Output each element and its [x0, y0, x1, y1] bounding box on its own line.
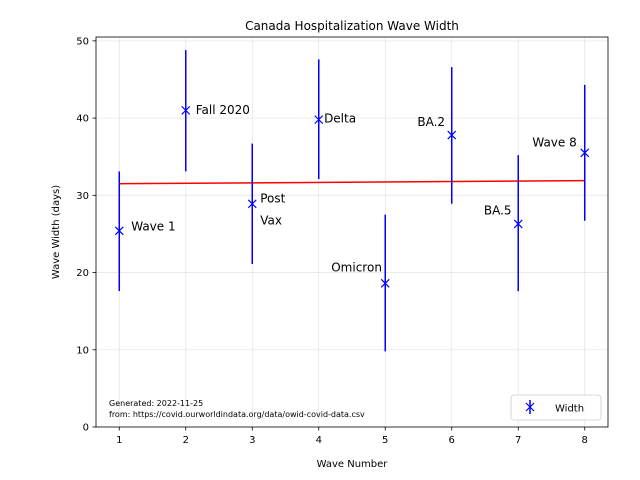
footer-generated: Generated: 2022-11-25 — [109, 399, 203, 408]
wave-annotation: Post — [260, 192, 285, 206]
data-point — [380, 278, 390, 288]
footer-source: from: https://covid.ourworldindata.org/d… — [109, 410, 365, 419]
trend-line-group — [119, 179, 585, 185]
x-tick-label: 6 — [449, 435, 455, 446]
x-tick-label: 8 — [582, 435, 588, 446]
data-point — [181, 105, 191, 115]
x-axis-ticks: 1 2 3 4 5 6 7 8 — [116, 427, 588, 446]
data-point — [513, 219, 523, 229]
x-tick-label: 1 — [116, 435, 122, 446]
x-tick-label: 2 — [183, 435, 189, 446]
wave-annotation: BA.5 — [484, 203, 512, 217]
y-tick-label: 50 — [76, 36, 89, 47]
y-axis-ticks: 0 10 20 30 40 50 — [76, 36, 96, 434]
wave-annotation: Vax — [260, 213, 282, 227]
y-tick-label: 40 — [76, 114, 89, 125]
plot-frame — [95, 36, 609, 428]
y-tick-label: 20 — [76, 268, 89, 279]
y-tick-label: 10 — [76, 345, 89, 356]
x-tick-label: 7 — [515, 435, 521, 446]
legend-label-width: Width — [555, 404, 584, 415]
legend: Width — [510, 394, 602, 421]
legend-x-marker — [525, 402, 535, 412]
x-axis-label: Wave Number — [317, 459, 389, 470]
annotations: Wave 1 Fall 2020 Post Vax Delta Omicron BA.2 BA… — [131, 103, 577, 275]
y-tick-label: 30 — [76, 191, 89, 202]
wave-annotation: Wave 1 — [131, 219, 175, 233]
data-point — [580, 148, 590, 158]
chart-title: Canada Hospitalization Wave Width — [245, 19, 459, 33]
wave-annotation: Delta — [324, 111, 356, 125]
data-point — [247, 199, 257, 209]
wave-annotation: Wave 8 — [532, 135, 576, 149]
y-tick-label: 0 — [83, 423, 89, 434]
wave-annotation: Fall 2020 — [196, 103, 250, 117]
wave-annotation: BA.2 — [417, 115, 445, 129]
legend-marker — [525, 400, 535, 414]
x-tick-label: 5 — [382, 435, 388, 446]
legend-box — [510, 394, 602, 421]
data-point — [447, 130, 457, 140]
data-point — [114, 226, 124, 236]
wave-annotation: Omicron — [331, 260, 382, 274]
x-tick-label: 3 — [249, 435, 255, 446]
trend-line — [119, 179, 585, 185]
series-width — [114, 50, 590, 352]
y-axis-label: Wave Width (days) — [51, 185, 62, 279]
data-point — [314, 115, 324, 125]
x-tick-label: 4 — [316, 435, 322, 446]
